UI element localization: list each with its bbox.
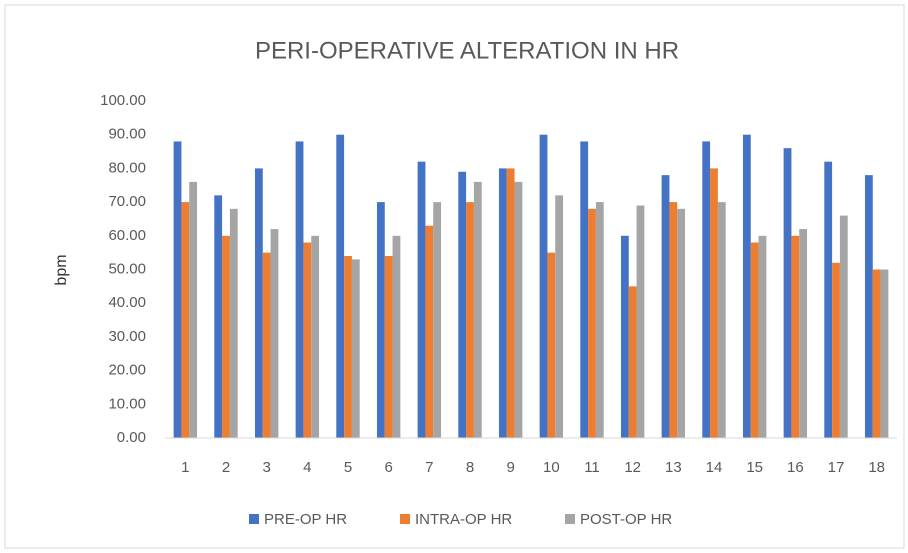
x-tick-label: 18 — [868, 459, 885, 476]
x-tick-label: 3 — [262, 459, 270, 476]
bar — [295, 141, 304, 438]
x-tick-label: 16 — [787, 459, 804, 476]
bar — [433, 202, 442, 438]
x-tick-label: 9 — [506, 459, 514, 476]
bar — [595, 202, 604, 438]
bar — [832, 262, 840, 438]
bar — [229, 208, 238, 438]
x-tick-label: 15 — [746, 459, 763, 476]
x-tick-label: 5 — [344, 459, 352, 476]
legend-swatch — [565, 514, 575, 524]
bar — [303, 242, 312, 438]
y-tick-label: 20.00 — [108, 362, 146, 379]
bar — [181, 202, 190, 438]
bar — [872, 269, 881, 438]
bar — [262, 252, 271, 438]
bar — [799, 229, 808, 438]
bar — [588, 208, 596, 438]
x-tick-label: 11 — [584, 459, 600, 476]
y-tick-label: 40.00 — [108, 294, 146, 311]
bar — [506, 168, 515, 438]
bar — [661, 175, 670, 438]
bar — [311, 235, 320, 438]
bar — [270, 229, 279, 438]
bar — [824, 161, 833, 438]
legend-label: POST-OP HR — [580, 511, 672, 528]
x-tick-label: 1 — [181, 459, 189, 476]
bar — [376, 202, 385, 438]
legend-swatch — [400, 514, 410, 524]
bar — [717, 202, 726, 438]
bar — [839, 215, 848, 438]
bar — [458, 171, 467, 438]
x-tick-label: 14 — [706, 459, 723, 476]
bar — [864, 175, 873, 438]
legend-label: PRE-OP HR — [264, 511, 347, 528]
bar — [580, 141, 589, 438]
bar — [539, 134, 548, 438]
bar — [473, 181, 482, 438]
bar — [710, 168, 718, 438]
y-tick-label: 30.00 — [108, 328, 146, 345]
x-tick-label: 17 — [828, 459, 845, 476]
x-tick-label: 2 — [222, 459, 230, 476]
y-tick-label: 70.00 — [108, 193, 146, 210]
x-tick-label: 4 — [303, 459, 311, 476]
bar — [791, 235, 800, 438]
bar — [555, 195, 564, 438]
bar — [547, 252, 556, 438]
bar — [628, 286, 637, 438]
y-tick-label: 10.00 — [108, 395, 146, 412]
bar — [702, 141, 711, 438]
x-tick-label: 6 — [384, 459, 392, 476]
x-tick-label: 7 — [425, 459, 433, 476]
y-tick-label: 50.00 — [108, 260, 146, 277]
bar — [222, 235, 230, 438]
bar — [669, 202, 678, 438]
bar — [636, 205, 645, 438]
bar — [214, 195, 223, 438]
bar — [189, 181, 198, 438]
x-tick-label: 10 — [543, 459, 560, 476]
x-tick-label: 13 — [665, 459, 682, 476]
y-axis-label: bpm — [53, 254, 70, 285]
y-tick-label: 80.00 — [108, 159, 146, 176]
bar — [392, 235, 401, 438]
bar — [750, 242, 759, 438]
y-tick-label: 0.00 — [117, 429, 146, 446]
bar — [758, 235, 767, 438]
y-tick-label: 90.00 — [108, 126, 146, 143]
bar — [783, 148, 792, 438]
bar — [254, 168, 263, 438]
bar — [466, 202, 474, 438]
bar — [417, 161, 426, 438]
x-tick-label: 12 — [624, 459, 641, 476]
bar — [880, 269, 889, 438]
bar — [425, 225, 434, 438]
legend-label: INTRA-OP HR — [415, 511, 512, 528]
legend-swatch — [249, 514, 259, 524]
bar — [620, 235, 629, 438]
y-tick-label: 100.00 — [100, 92, 146, 109]
bar — [173, 141, 182, 438]
bar — [351, 259, 360, 438]
bar — [384, 256, 393, 438]
chart-title: PERI-OPERATIVE ALTERATION IN HR — [255, 37, 679, 64]
bar — [336, 134, 345, 438]
bar — [498, 168, 507, 438]
bar — [344, 256, 352, 438]
x-tick-label: 8 — [466, 459, 474, 476]
bar — [514, 181, 523, 438]
bar — [742, 134, 751, 438]
bar — [677, 208, 686, 438]
y-tick-label: 60.00 — [108, 227, 146, 244]
